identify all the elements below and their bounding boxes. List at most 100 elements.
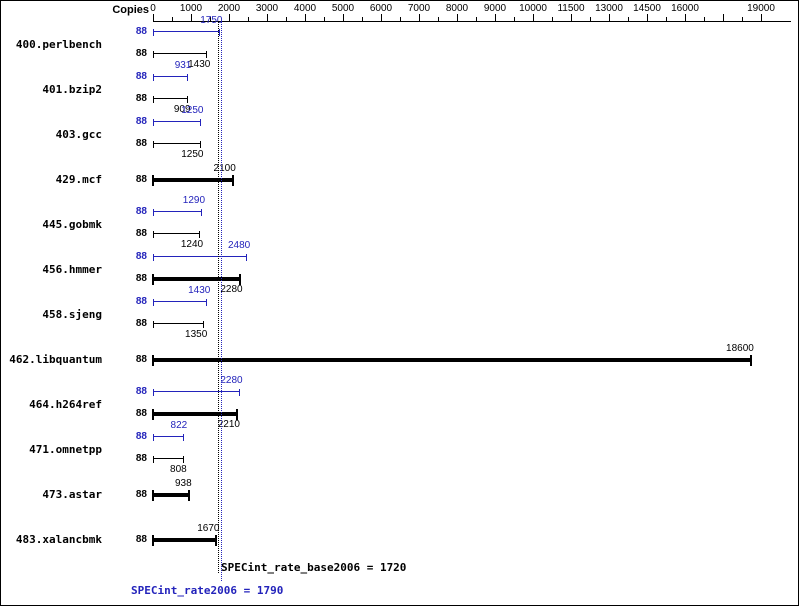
bar-value-label: 938 [174,478,192,489]
benchmark-label: 464.h264ref [29,398,102,411]
x-axis-major-tick [153,14,154,21]
bar-cap-right [187,490,190,501]
bar-cap-left [152,490,154,501]
bar-cap-right [238,389,240,396]
bar-line [153,76,189,77]
x-axis-tick-label: 6000 [369,3,393,14]
bar-line [153,391,240,392]
x-axis-minor-tick [628,17,629,21]
x-axis-minor-tick [704,17,705,21]
bar-cap-right [749,355,752,366]
benchmark-label: 471.omnetpp [29,443,102,456]
bar-line [153,358,751,362]
benchmark-label: 458.sjeng [42,308,102,321]
bar-cap-left [153,51,154,58]
x-axis-tick-label: 0 [150,3,156,14]
bar-cap-right [206,299,208,306]
bar-line [153,53,208,54]
bar-line [153,436,185,437]
x-axis-tick-label: 2000 [217,3,241,14]
x-axis-minor-tick [172,17,173,21]
x-axis-tick-label: 9000 [483,3,507,14]
bar-line [153,256,248,257]
bar-cap-right [231,175,234,186]
bar-line [153,323,205,324]
x-axis-minor-tick [438,17,439,21]
bar-value-label: 822 [170,420,188,431]
benchmark-label: 462.libquantum [9,353,102,366]
bar-cap-right [183,434,185,441]
peak-metric-label: SPECint_rate2006 = 1790 [131,584,284,597]
bar-cap-left [153,321,154,328]
copies-value: 88 [135,206,147,217]
x-axis-major-tick [191,14,192,21]
bar-cap-right [203,321,205,328]
bar-cap-left [153,74,154,81]
benchmark-label: 456.hmmer [42,263,102,276]
bar-value-label: 1430 [188,59,211,70]
bar-cap-left [153,141,154,148]
bar-cap-left [152,355,154,366]
bar-cap-left [153,254,154,261]
bar-line [153,277,240,281]
copies-value: 88 [135,71,147,82]
bar-cap-right [182,456,184,463]
x-axis-major-tick [381,14,382,21]
reference-line-SPECint_rate_base2006 [218,21,220,573]
x-axis-tick-label: 13000 [595,3,623,14]
bar-cap-left [153,96,154,103]
x-axis-minor-tick [552,17,553,21]
bar-cap-right [186,96,188,103]
bar-cap-right [238,274,241,285]
bar-cap-left [152,175,154,186]
bar-cap-right [246,254,248,261]
x-axis-minor-tick [514,17,515,21]
x-axis-tick-label: 4000 [293,3,317,14]
copies-value: 88 [135,228,147,239]
copies-value: 88 [135,408,147,419]
x-axis-major-tick [419,14,420,21]
bar-value-label: 1750 [200,15,223,26]
bar-value-label: 1350 [185,329,208,340]
bar-line [153,211,203,212]
bar-value-label: 1250 [181,105,204,116]
copies-column-header: Copies [112,4,149,16]
x-axis-tick-label: 10000 [519,3,547,14]
copies-value: 88 [135,116,147,127]
bar-cap-left [153,299,154,306]
bar-cap-left [153,29,154,36]
bar-cap-left [152,274,154,285]
bar-cap-left [152,535,154,546]
bar-line [153,538,217,542]
bar-line [153,233,201,234]
bar-cap-left [153,209,154,216]
copies-value: 88 [135,48,147,59]
bar-cap-right [215,535,218,546]
bar-cap-right [199,119,201,126]
bar-value-label: 1290 [182,195,206,206]
bar-line [153,493,189,497]
x-axis-minor-tick [362,17,363,21]
x-axis-major-tick [495,14,496,21]
bar-cap-left [153,119,154,126]
x-axis-major-tick [229,14,230,21]
benchmark-label: 401.bzip2 [42,83,102,96]
benchmark-label: 483.xalancbmk [15,533,102,546]
copies-value: 88 [135,93,147,104]
copies-value: 88 [135,386,147,397]
benchmark-label: 400.perlbench [15,38,102,51]
x-axis-minor-tick [742,17,743,21]
benchmark-label: 445.gobmk [42,218,102,231]
x-axis-tick-label: 3000 [255,3,279,14]
bar-cap-right [199,141,201,148]
base-metric-label: SPECint_rate_base2006 = 1720 [221,561,407,574]
x-axis-major-tick [267,14,268,21]
benchmark-label: 403.gcc [55,128,102,141]
bar-value-label: 909 [173,104,191,115]
x-axis-major-tick [457,14,458,21]
bar-value-label: 931 [174,60,192,71]
bar-cap-left [153,434,154,441]
x-axis-major-tick [723,14,724,21]
